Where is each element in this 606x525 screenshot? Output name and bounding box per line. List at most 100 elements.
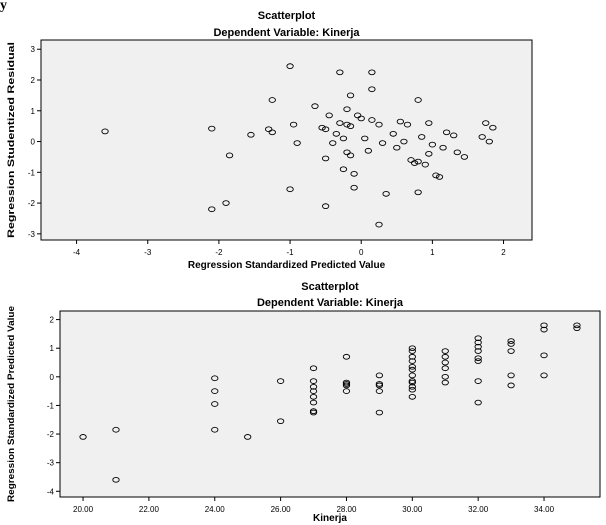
data-point [286,63,294,70]
data-point [474,335,482,342]
data-point [368,69,376,76]
data-point [540,372,548,379]
data-point [361,135,369,142]
data-point [364,147,372,154]
data-point [375,372,384,379]
data-point [474,378,482,384]
data-point [208,125,216,132]
data-point [276,378,285,384]
data-point [393,144,401,151]
data-point [336,120,344,126]
y-tick-label: 0 [31,138,36,147]
data-point [540,326,548,333]
data-point [244,434,252,440]
data-point [321,203,330,210]
y-axis-label: Regression Standardized Predicted Value [6,306,16,502]
data-point [450,132,458,139]
data-point [441,379,449,386]
data-point [408,345,416,352]
data-point [474,355,482,362]
data-point [428,141,437,148]
x-tick-label: 34.00 [534,505,555,514]
data-point [482,120,490,126]
data-point [421,161,429,168]
y-tick-label: -4 [47,487,55,496]
data-point [268,129,276,136]
data-point [342,382,351,389]
data-point [309,409,318,416]
data-point [375,221,383,228]
x-tick-label: 2 [501,248,506,257]
data-point [309,378,318,384]
data-point [211,388,219,394]
data-point [425,150,433,157]
data-point [474,399,482,406]
x-tick-label: 20.00 [73,505,94,514]
data-point [439,144,447,151]
data-point [350,184,358,191]
data-point [460,154,469,160]
y-tick-label: 1 [31,107,36,116]
data-point [441,373,449,380]
data-point [425,120,433,126]
data-point [540,322,548,329]
data-point [211,426,219,433]
data-point [414,189,422,196]
x-tick-label: -3 [144,248,152,257]
x-tick-label: 0 [359,248,364,257]
data-point [453,149,461,156]
y-axis-label: Regression Studentized Residual [6,42,16,238]
data-point [346,92,355,99]
data-point [414,158,422,165]
data-point [332,130,340,137]
data-point [336,69,344,76]
data-point [311,103,319,110]
x-axis-label: Regression Standardized Predicted Value [188,260,386,271]
x-tick-label: 26.00 [271,505,292,514]
x-tick-label: 1 [430,248,435,257]
y-tick-label: -2 [47,430,55,439]
data-point [382,190,390,197]
data-point [441,353,449,360]
corner-mark: y [0,0,7,13]
data-point [309,393,318,400]
data-point [276,418,285,425]
data-point [346,123,355,130]
chart-subtitle: Dependent Variable: Kinerja [257,297,404,309]
x-tick-label: -4 [73,248,81,257]
data-point [222,200,230,206]
data-point [309,383,318,390]
data-point [321,155,330,162]
data-point [211,375,219,382]
data-point [408,366,416,373]
chart-panel-1: Scatterplot Dependent Variable: Kinerja -4… [6,10,533,271]
data-point [343,121,351,128]
y-tick-label: 2 [50,316,55,325]
plot-area [59,310,601,498]
data-point [474,343,482,350]
x-tick-label: 30.00 [402,505,423,514]
data-point [400,138,408,145]
data-point [414,97,422,103]
y-tick-label: 0 [50,373,55,382]
data-point [507,348,515,354]
data-point [408,393,416,400]
data-point [485,138,493,145]
data-point [441,365,449,372]
data-point [474,358,482,364]
data-point [286,186,294,193]
x-tick-label: -2 [215,248,223,257]
data-point [325,112,333,119]
x-tick-label: 22.00 [139,505,160,514]
data-point [540,352,548,359]
data-point [507,341,515,347]
data-point [408,348,416,354]
data-point [573,322,581,329]
chart-title: Scatterplot [301,281,359,293]
y-tick-label: -3 [28,230,36,239]
x-tick-label: -1 [286,248,294,257]
x-tick-label: 24.00 [205,505,226,514]
data-point [573,325,581,332]
data-point [408,358,416,364]
